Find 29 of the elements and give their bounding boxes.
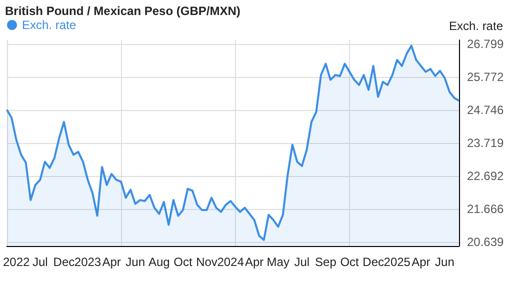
x-tick-label: 2022 xyxy=(2,255,30,269)
x-tick-label: 2025 xyxy=(384,255,411,269)
x-tick-label: 2024 xyxy=(217,255,244,269)
y-tick-label: 21.666 xyxy=(467,202,504,216)
x-tick-label: Oct xyxy=(174,255,193,269)
y-tick-label: 23.719 xyxy=(467,136,504,150)
y-tick-label: 24.746 xyxy=(467,102,504,117)
x-tick-label: Jun xyxy=(435,255,454,269)
x-tick-label: Apr xyxy=(102,255,121,269)
x-tick-label: May xyxy=(266,255,290,269)
y-tick-label: 25.772 xyxy=(467,70,504,84)
x-tick-label: Nov xyxy=(196,255,218,269)
x-tick-label: Oct xyxy=(340,255,360,269)
x-tick-label: 2023 xyxy=(74,255,102,269)
y-tick-label: 26.799 xyxy=(467,36,504,51)
x-tick-label: Jul xyxy=(32,255,48,269)
y-tick-label: 22.692 xyxy=(467,168,504,183)
x-tick-label: Sep xyxy=(315,255,337,269)
x-tick-label: Jun xyxy=(126,255,146,269)
x-tick-label: Dec xyxy=(53,255,75,269)
x-tick-label: Jul xyxy=(294,255,310,269)
x-tick-label: Apr xyxy=(412,255,430,269)
x-tick-label: Dec xyxy=(362,255,384,269)
chart-title: British Pound / Mexican Peso (GBP/MXN) xyxy=(5,4,240,18)
x-tick-label: Aug xyxy=(148,255,170,269)
legend-label: Exch. rate xyxy=(22,18,76,32)
x-tick-label: Apr xyxy=(244,255,264,269)
y-tick-label: 20.639 xyxy=(467,234,504,249)
y-axis-title: Exch. rate xyxy=(448,19,504,33)
